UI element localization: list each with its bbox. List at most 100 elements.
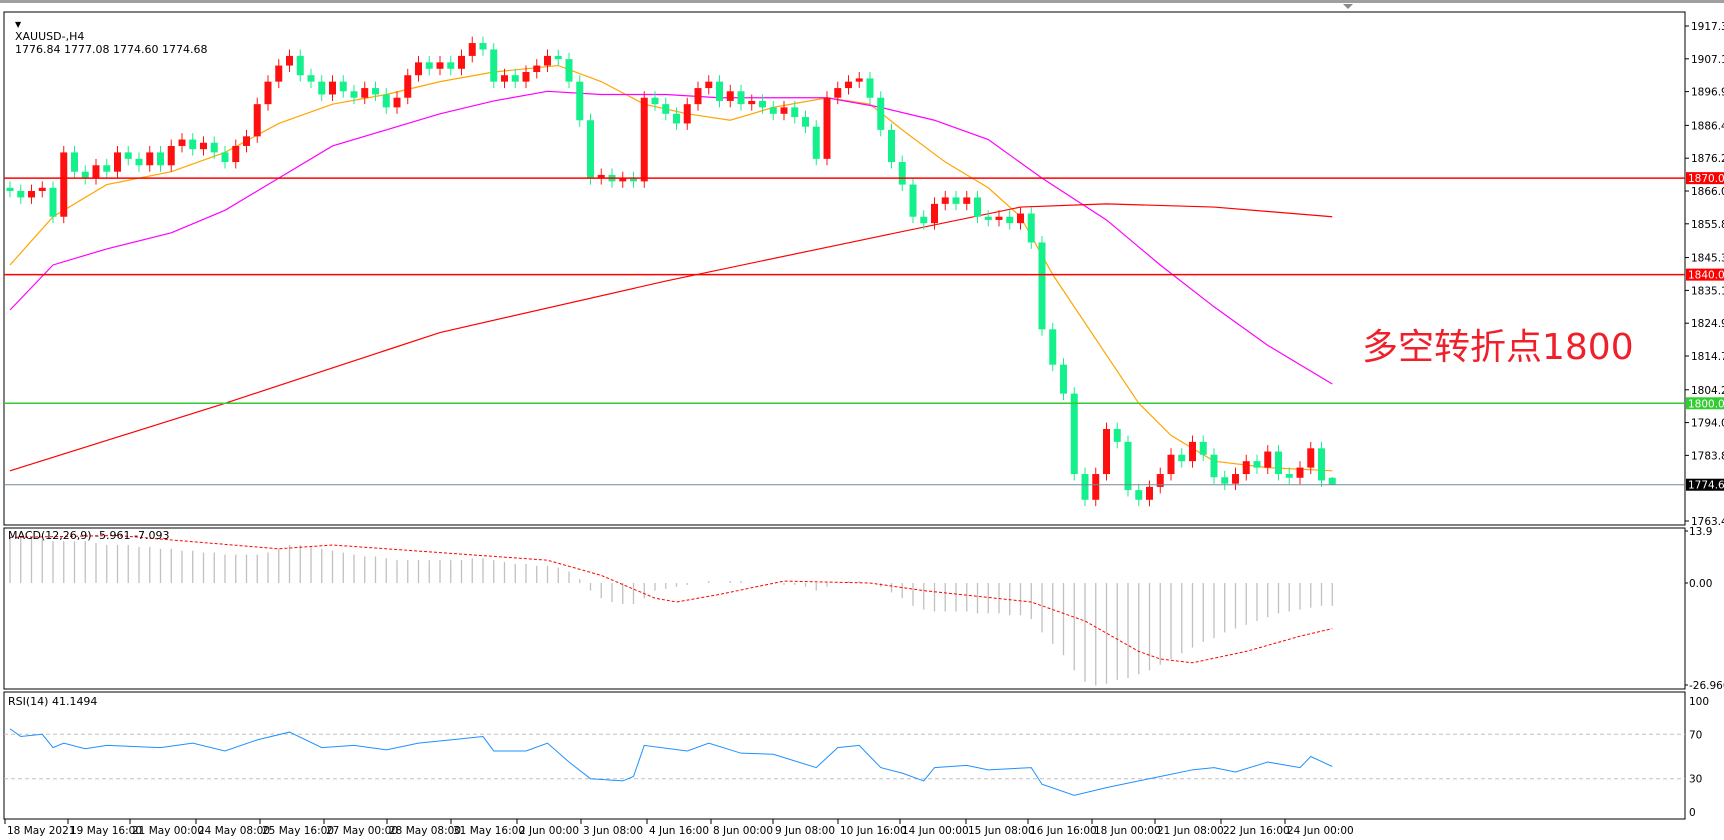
candle-body	[425, 62, 433, 69]
time-axis-label: 22 Jun 16:00	[1223, 825, 1290, 837]
candle	[114, 145, 121, 179]
candle-body	[1296, 467, 1304, 478]
candle-body	[769, 107, 777, 114]
candle-body	[1038, 242, 1046, 330]
candle	[124, 145, 132, 166]
candle-body	[1092, 474, 1100, 500]
candle	[264, 75, 272, 111]
candle-body	[780, 107, 788, 114]
candle	[1070, 387, 1078, 481]
candle-body	[984, 216, 992, 220]
candle-body	[178, 139, 186, 146]
candle	[458, 49, 465, 76]
candle	[232, 139, 240, 169]
candle	[1307, 441, 1315, 475]
candle-body	[372, 88, 379, 95]
price-axis-label: 1866.00	[1691, 186, 1724, 198]
price-axis-label: 1886.40	[1691, 120, 1724, 132]
candle-body	[28, 191, 35, 198]
candle	[759, 94, 766, 114]
candle	[135, 152, 143, 172]
candle-body	[307, 75, 315, 82]
candle-body	[565, 59, 573, 82]
candle	[587, 113, 594, 185]
candle-body	[855, 78, 863, 82]
candle	[597, 168, 605, 185]
candle-body	[1199, 441, 1207, 455]
price-axis-label: 1794.00	[1691, 418, 1724, 430]
candle-body	[791, 107, 799, 118]
level-price-tag	[1686, 397, 1724, 410]
candle	[1264, 445, 1272, 475]
price-axis-label: 1763.40	[1691, 516, 1724, 528]
candle-body	[232, 145, 240, 163]
candle-body	[716, 81, 723, 101]
candle	[189, 133, 197, 156]
candle-body	[447, 62, 455, 69]
candle-body	[382, 94, 390, 108]
candle-body	[834, 88, 842, 98]
price-axis-label: 1835.10	[1691, 285, 1724, 297]
candle-body	[479, 43, 487, 50]
candle-body	[1049, 329, 1057, 365]
candle-body	[909, 184, 917, 217]
candle-body	[726, 91, 734, 101]
chart-shift-marker-icon[interactable]	[1343, 4, 1353, 9]
candle-body	[92, 165, 100, 179]
price-axis-label: 1845.30	[1691, 253, 1724, 265]
candle	[1253, 454, 1261, 475]
candle-body	[393, 97, 401, 108]
candle	[823, 91, 831, 166]
candle	[6, 181, 14, 198]
candle	[963, 191, 971, 211]
candle-body	[737, 91, 745, 105]
macd-label: MACD(12,26,9) -5.961 -7.093	[8, 529, 170, 542]
candle	[511, 68, 519, 89]
candle	[372, 81, 379, 101]
candle	[243, 129, 250, 153]
candle-body	[544, 55, 551, 66]
candle-body	[329, 81, 336, 95]
candle-body	[640, 97, 648, 182]
candle	[468, 36, 476, 63]
candle-body	[1146, 486, 1153, 500]
candle-body	[103, 165, 111, 172]
candle	[167, 139, 175, 172]
candle-body	[683, 104, 691, 124]
candle-body	[135, 158, 143, 166]
candle	[554, 49, 562, 66]
candle-body	[1124, 441, 1132, 491]
candle	[630, 171, 637, 188]
candle-body	[361, 88, 369, 98]
candle	[651, 91, 659, 111]
price-axis-label: 1804.20	[1691, 385, 1724, 397]
candle	[307, 68, 315, 89]
candle-body	[501, 75, 508, 82]
candle	[146, 145, 154, 172]
candle-body	[1156, 474, 1164, 487]
candle-body	[920, 216, 928, 224]
candle-body	[1070, 393, 1078, 475]
candle	[157, 145, 164, 172]
candle-body	[1135, 490, 1143, 500]
moving-average-line-1	[9, 90, 1333, 385]
time-axis-label: 14 Jun 00:00	[902, 825, 969, 837]
dropdown-triangle-icon[interactable]: ▼	[15, 20, 22, 29]
candle-body	[694, 88, 702, 105]
time-axis-label: 18 May 2021	[7, 825, 75, 837]
time-axis-label: 10 Jun 16:00	[840, 825, 907, 837]
candle	[447, 55, 455, 76]
candle	[92, 158, 100, 185]
candle	[1189, 435, 1196, 468]
chart-header: ▼ XAUUSD-,H4 1776.84 1777.08 1774.60 177…	[8, 4, 207, 56]
candle	[382, 88, 390, 114]
candle-body	[511, 75, 519, 82]
candle-body	[17, 191, 25, 198]
candle	[920, 210, 928, 230]
candle-body	[6, 187, 14, 191]
candle-body	[759, 100, 766, 108]
price-axis-label: 1917.30	[1691, 21, 1724, 33]
candle-body	[1027, 213, 1035, 243]
candle-body	[952, 197, 960, 204]
